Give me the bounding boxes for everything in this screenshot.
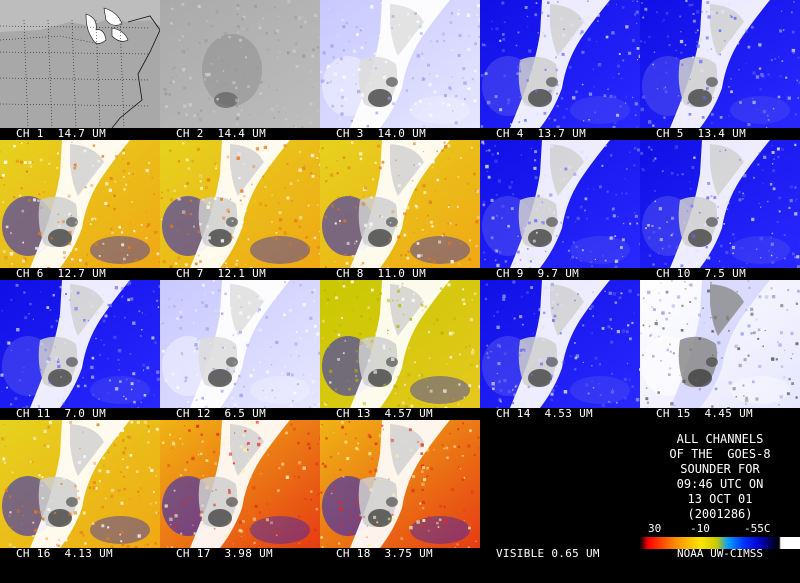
credit-label: NOAA UW-CIMSS (640, 548, 800, 560)
satellite-image (480, 140, 640, 268)
channel-label: CH 9 9.7 UM (480, 268, 640, 280)
info-line: (2001286) (640, 507, 800, 522)
satellite-image (320, 420, 480, 548)
satellite-image (0, 140, 160, 268)
channel-label: VISIBLE 0.65 UM (480, 548, 640, 560)
channel-label: CH 16 4.13 UM (0, 548, 160, 560)
channel-panel: CH 6 12.7 UM (0, 140, 160, 280)
channel-label: CH 1 14.7 UM (0, 128, 160, 140)
scale-mid-label: -10 (690, 523, 710, 535)
channel-panel: CH 13 4.57 UM (320, 280, 480, 420)
channel-label: CH 17 3.98 UM (160, 548, 320, 560)
info-panel: ALL CHANNELS OF THE GOES-8 SOUNDER FOR 0… (640, 420, 800, 560)
channel-panel: CH 1 14.7 UM (0, 0, 160, 140)
channel-label: CH 14 4.53 UM (480, 408, 640, 420)
channel-label: CH 5 13.4 UM (640, 128, 800, 140)
info-line: SOUNDER FOR (640, 462, 800, 477)
channel-panel: CH 14 4.53 UM (480, 280, 640, 420)
channel-label: CH 4 13.7 UM (480, 128, 640, 140)
channel-panel: CH 7 12.1 UM (160, 140, 320, 280)
channel-panel: CH 15 4.45 UM (640, 280, 800, 420)
satellite-image (320, 140, 480, 268)
satellite-image (640, 280, 800, 408)
channel-label: CH 3 14.0 UM (320, 128, 480, 140)
channel-panel: CH 9 9.7 UM (480, 140, 640, 280)
channel-panel: CH 4 13.7 UM (480, 0, 640, 140)
channel-panel: CH 17 3.98 UM (160, 420, 320, 560)
channel-label: CH 7 12.1 UM (160, 268, 320, 280)
satellite-image (160, 0, 320, 128)
satellite-image (0, 420, 160, 548)
satellite-image (160, 280, 320, 408)
info-text: ALL CHANNELS OF THE GOES-8 SOUNDER FOR 0… (640, 432, 800, 522)
satellite-image (640, 0, 800, 128)
satellite-image (0, 280, 160, 408)
satellite-image (480, 280, 640, 408)
info-line: ALL CHANNELS (640, 432, 800, 447)
channel-panel: CH 8 11.0 UM (320, 140, 480, 280)
channel-panel: CH 11 7.0 UM (0, 280, 160, 420)
channel-panel: CH 12 6.5 UM (160, 280, 320, 420)
channel-panel: CH 10 7.5 UM (640, 140, 800, 280)
channel-panel: CH 3 14.0 UM (320, 0, 480, 140)
channel-panel: CH 5 13.4 UM (640, 0, 800, 140)
info-line: 09:46 UTC ON (640, 477, 800, 492)
channel-label: CH 8 11.0 UM (320, 268, 480, 280)
channel-panel: CH 16 4.13 UM (0, 420, 160, 560)
channel-panel: CH 18 3.75 UM (320, 420, 480, 560)
satellite-image (160, 140, 320, 268)
channel-label: CH 12 6.5 UM (160, 408, 320, 420)
scale-min-label: -55C (744, 523, 771, 535)
channel-label: CH 18 3.75 UM (320, 548, 480, 560)
info-line: 13 OCT 01 (640, 492, 800, 507)
channel-label: CH 11 7.0 UM (0, 408, 160, 420)
info-line: OF THE GOES-8 (640, 447, 800, 462)
channel-label: CH 10 7.5 UM (640, 268, 800, 280)
scale-max-label: 30 (648, 523, 661, 535)
satellite-image (480, 0, 640, 128)
channel-label: CH 13 4.57 UM (320, 408, 480, 420)
satellite-image (640, 140, 800, 268)
satellite-image (160, 420, 320, 548)
satellite-image (320, 280, 480, 408)
channel-panel: CH 2 14.4 UM (160, 0, 320, 140)
satellite-image (320, 0, 480, 128)
channel-panel: VISIBLE 0.65 UM (480, 420, 640, 560)
channel-label: CH 6 12.7 UM (0, 268, 160, 280)
channel-label: CH 15 4.45 UM (640, 408, 800, 420)
satellite-image (0, 0, 160, 128)
channel-label: CH 2 14.4 UM (160, 128, 320, 140)
